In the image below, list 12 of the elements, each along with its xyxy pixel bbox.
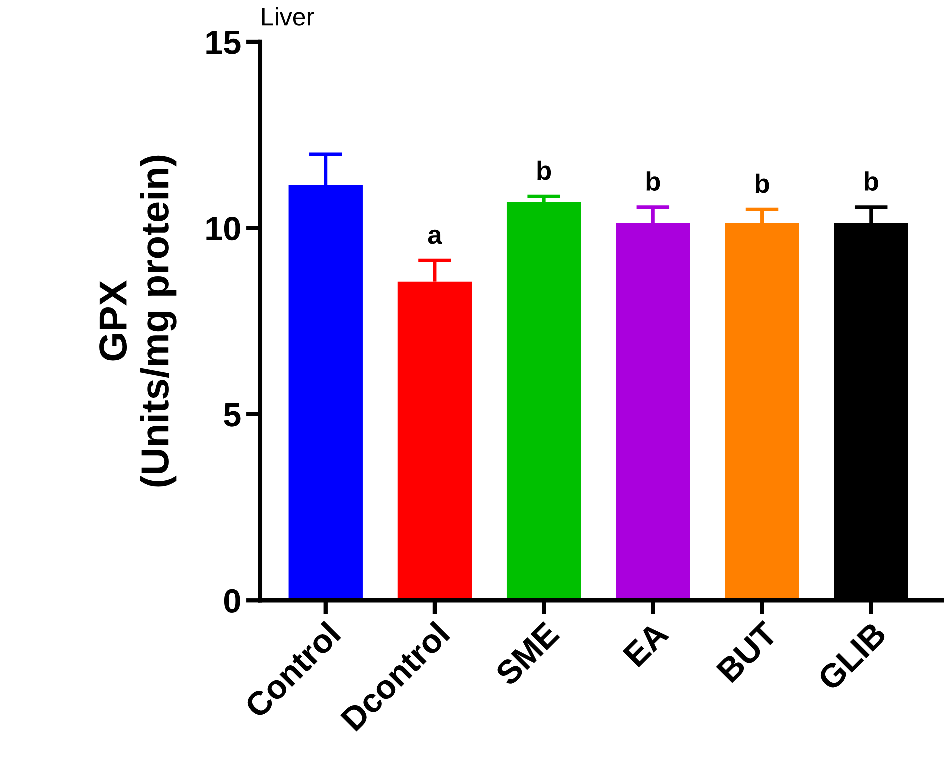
annotation: b bbox=[538, 160, 552, 180]
chart-title: Liver bbox=[262, 8, 314, 26]
y-axis-title: GPX (Units/mg protein) bbox=[100, 156, 177, 487]
annotation: a bbox=[428, 230, 442, 244]
y-tick-label: 0 bbox=[224, 589, 240, 614]
y-tick-label: 15 bbox=[206, 31, 241, 54]
x-tick-label: EA bbox=[622, 620, 670, 668]
y-tick-label: 10 bbox=[206, 217, 240, 241]
annotation: b bbox=[865, 172, 878, 192]
y-tick-label: 5 bbox=[224, 404, 241, 427]
annotation: b bbox=[756, 174, 770, 194]
annotation: b bbox=[646, 172, 660, 192]
